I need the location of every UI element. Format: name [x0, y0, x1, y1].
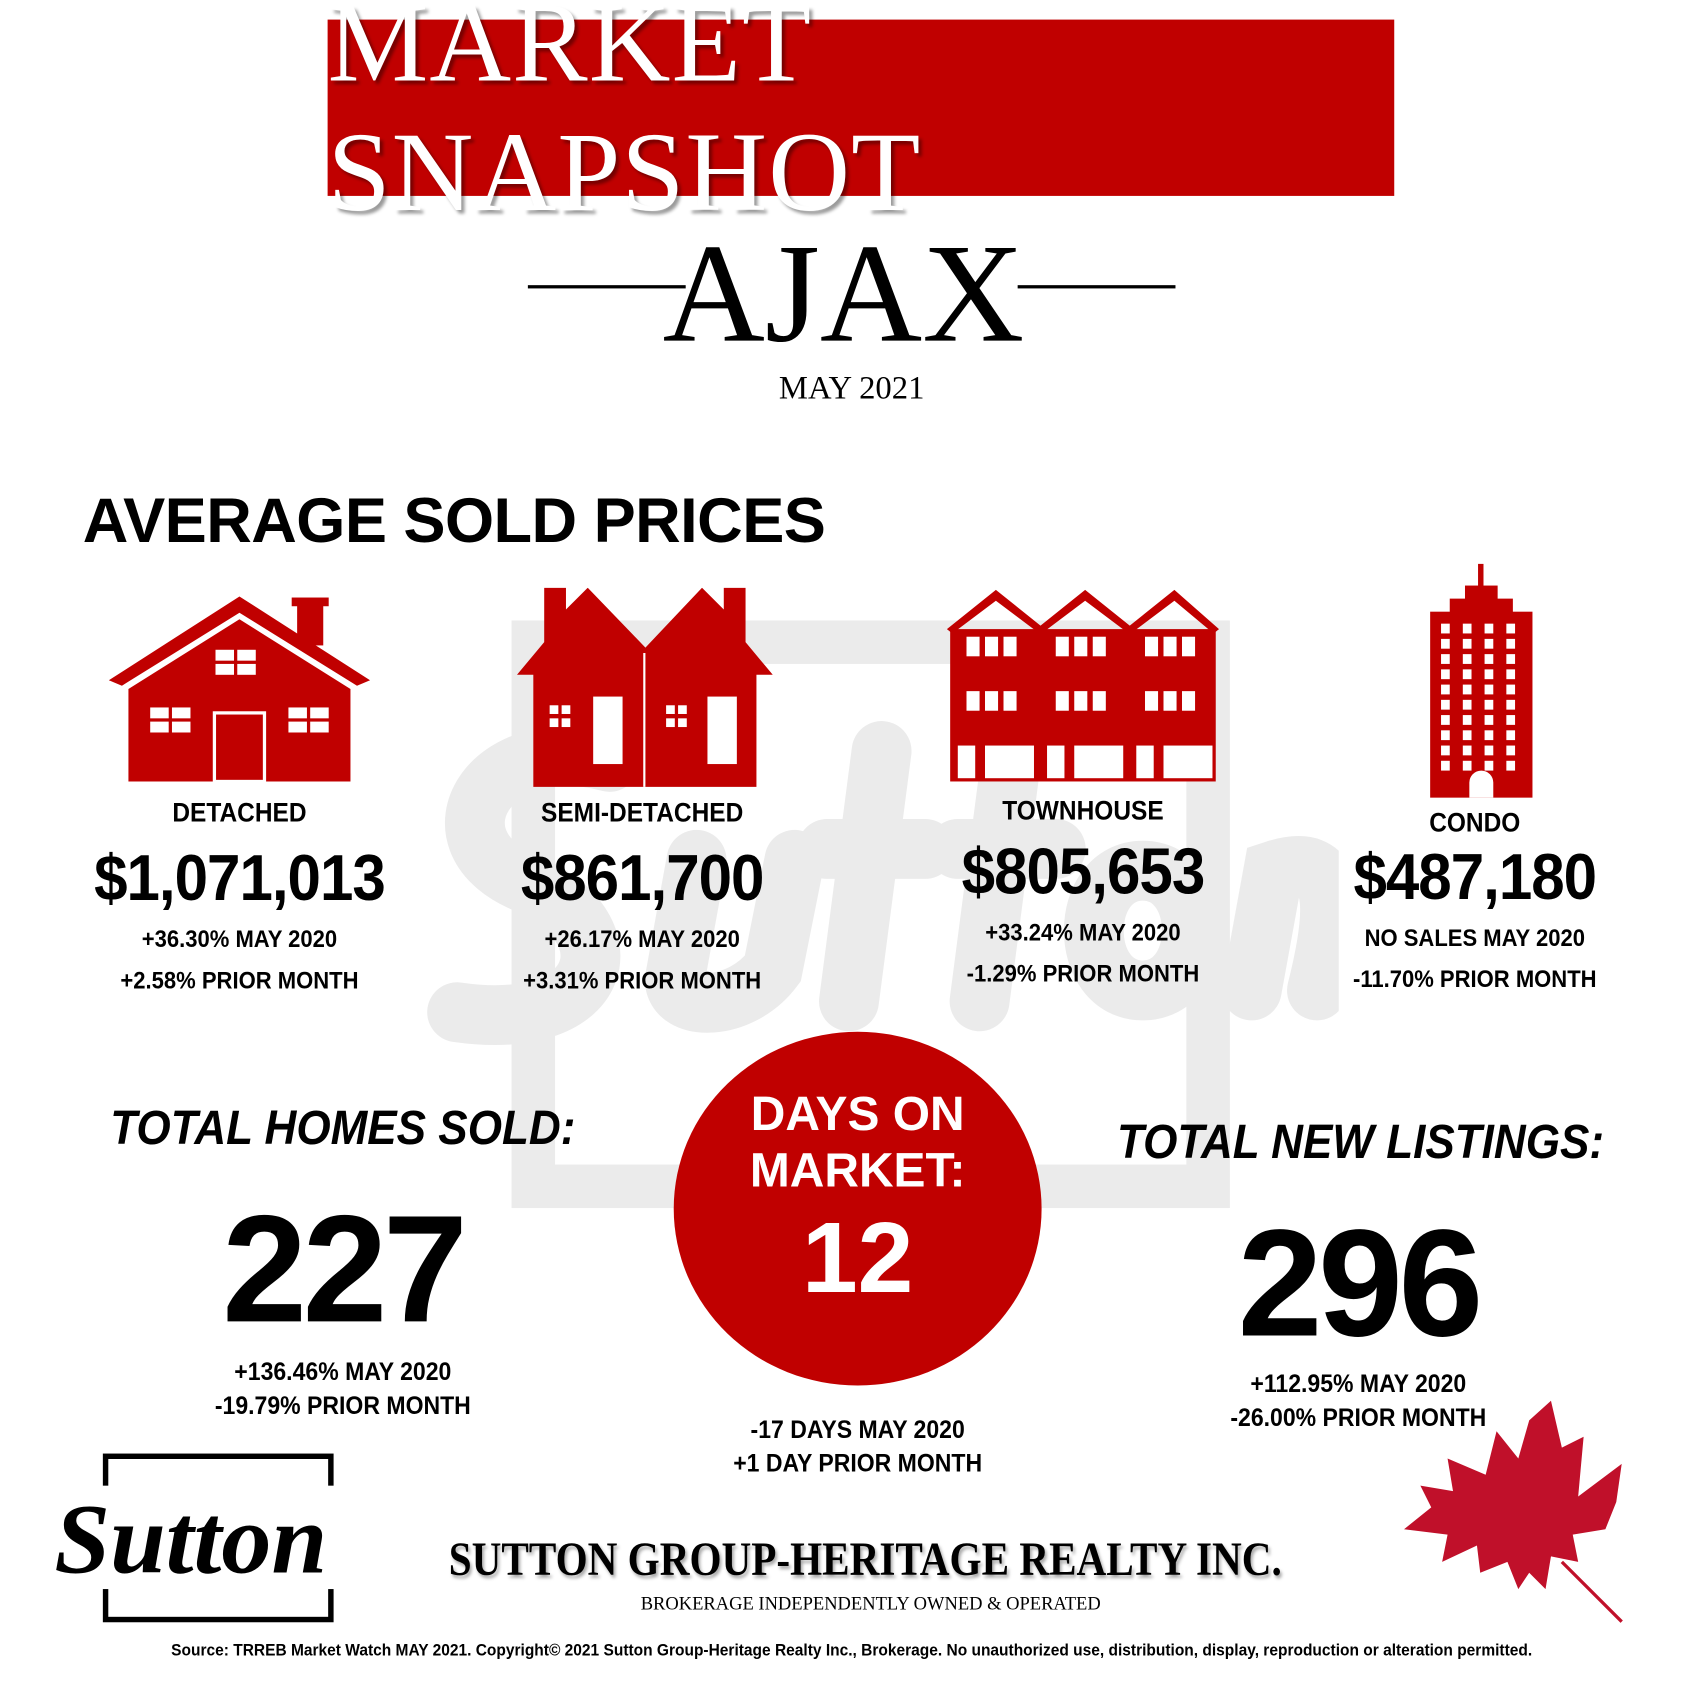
label-line-2: MARKET: [749, 1143, 966, 1198]
total-new-listings-value: 296 [1237, 1197, 1484, 1369]
property-type-label: DETACHED [172, 797, 307, 829]
year-over-year-change: +36.30% MAY 2020 [141, 925, 338, 953]
townhouse-icon [946, 589, 1220, 782]
detached-house-icon [108, 596, 371, 784]
year-over-year-change: +26.17% MAY 2020 [544, 925, 740, 953]
total-homes-sold-value: 227 [222, 1183, 468, 1354]
label-line-1: DAYS ON [750, 1087, 965, 1141]
source-copyright-note: Source: TRREB Market Watch MAY 2021. Cop… [171, 1641, 1533, 1660]
title-rule-right [1017, 285, 1176, 289]
new-listings-changes: +112.95% MAY 2020 -26.00% PRIOR MONTH [1158, 1367, 1559, 1434]
average-price: $487,180 [1353, 840, 1597, 914]
report-period: MAY 2021 [778, 370, 925, 406]
month-over-month-change: +1 DAY PRIOR MONTH [733, 1448, 983, 1477]
month-over-month-change: -11.70% PRIOR MONTH [1352, 965, 1597, 993]
market-snapshot-banner: MARKET SNAPSHOT [327, 0, 1395, 235]
year-over-year-change: +112.95% MAY 2020 [1250, 1369, 1467, 1398]
month-over-month-change: +2.58% PRIOR MONTH [120, 966, 359, 994]
price-card-townhouse: TOWNHOUSE $805,653 +33.24% MAY 2020 -1.2… [909, 796, 1257, 992]
average-price: $805,653 [961, 834, 1206, 908]
average-price: $1,071,013 [94, 841, 386, 915]
condo-tower-icon [1430, 563, 1533, 798]
year-over-year-change: NO SALES MAY 2020 [1364, 924, 1585, 952]
semi-detached-icon [516, 587, 773, 787]
days-on-market-changes: -17 DAYS MAY 2020 +1 DAY PRIOR MONTH [657, 1413, 1058, 1480]
month-over-month-change: -1.29% PRIOR MONTH [966, 959, 1200, 988]
price-card-detached: DETACHED $1,071,013 +36.30% MAY 2020 +2.… [54, 798, 424, 998]
total-new-listings-label: TOTAL NEW LISTINGS: [1116, 1115, 1605, 1169]
year-over-year-change: +136.46% MAY 2020 [234, 1357, 452, 1386]
sutton-logo-text: Sutton [54, 1484, 327, 1595]
average-sold-prices-heading: AVERAGE SOLD PRICES [82, 485, 826, 557]
total-homes-sold-label: TOTAL HOMES SOLD: [110, 1101, 576, 1155]
days-on-market-label: DAYS ON MARKET: [674, 1086, 1042, 1199]
property-type-label: TOWNHOUSE [1002, 795, 1164, 827]
month-over-month-change: -26.00% PRIOR MONTH [1230, 1402, 1487, 1432]
property-type-label: SEMI-DETACHED [541, 797, 744, 829]
city-title: AJAX [662, 215, 1025, 373]
days-on-market-circle: DAYS ON MARKET: 12 [673, 1031, 1042, 1386]
property-type-label: CONDO [1429, 807, 1521, 839]
sutton-logo: Sutton [48, 1453, 338, 1623]
price-card-condo: CONDO $487,180 NO SALES MAY 2020 -11.70%… [1301, 808, 1649, 997]
year-over-year-change: -17 DAYS MAY 2020 [750, 1414, 965, 1444]
days-on-market-value: 12 [801, 1202, 914, 1314]
homes-sold-changes: +136.46% MAY 2020 -19.79% PRIOR MONTH [143, 1355, 544, 1422]
average-price: $861,700 [520, 841, 765, 915]
price-card-semi-detached: SEMI-DETACHED $861,700 +26.17% MAY 2020 … [468, 798, 816, 998]
company-name: SUTTON GROUP-HERITAGE REALTY INC. [448, 1532, 1282, 1586]
month-over-month-change: -19.79% PRIOR MONTH [214, 1390, 471, 1420]
company-tagline: BROKERAGE INDEPENDENTLY OWNED & OPERATED [640, 1593, 1101, 1615]
year-over-year-change: +33.24% MAY 2020 [985, 918, 1181, 946]
maple-leaf-icon [1404, 1400, 1623, 1623]
month-over-month-change: +3.31% PRIOR MONTH [523, 966, 762, 994]
title-rule-left [527, 285, 686, 289]
